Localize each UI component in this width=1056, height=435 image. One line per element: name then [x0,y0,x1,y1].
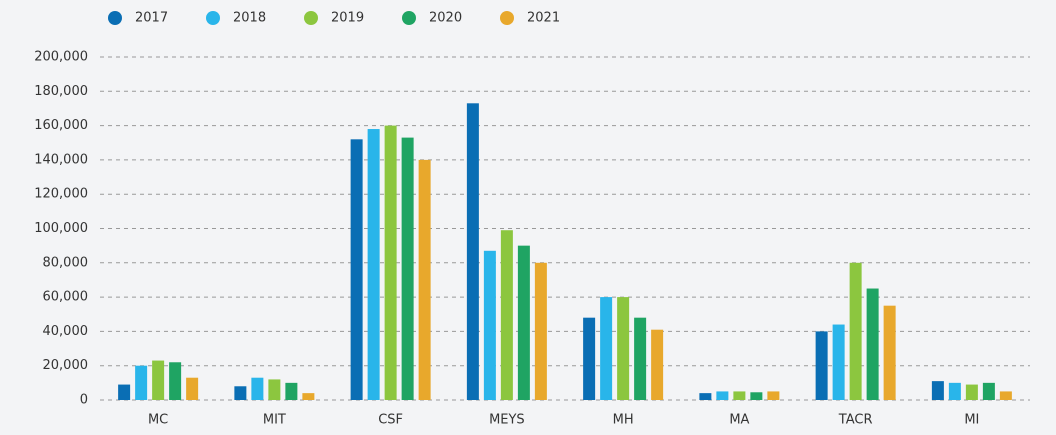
bar [815,331,828,400]
y-tick-label: 160,000 [34,118,88,133]
x-tick-label: CSF [378,413,403,428]
y-tick-label: 80,000 [43,255,89,270]
x-tick-label: MI [964,413,979,428]
y-tick-label: 20,000 [43,358,89,373]
bar [500,230,513,400]
bar [350,139,363,400]
bar [367,129,380,400]
x-tick-label: TACR [838,413,873,428]
bar [118,384,131,400]
y-tick-label: 120,000 [34,187,88,202]
bar [169,362,182,400]
bar [883,305,896,400]
bar [384,125,397,400]
bar [466,103,479,401]
bar [617,297,630,400]
bar [849,262,862,400]
y-tick-label: 140,000 [34,152,88,167]
bar [733,391,746,400]
y-tick-label: 200,000 [34,50,88,65]
bar [716,391,729,400]
bar [634,317,647,400]
legend-marker [108,11,122,25]
bar [699,393,712,400]
bar [583,317,596,400]
bar [767,391,780,400]
bar [534,262,547,400]
bar [268,379,281,400]
x-tick-label: MEYS [489,413,525,428]
bar [135,365,148,400]
x-tick-label: MH [613,413,634,428]
y-tick-label: 60,000 [43,290,89,305]
bar [948,382,961,400]
bar [999,391,1012,400]
bar [186,377,199,400]
legend-label: 2017 [135,11,168,26]
y-tick-label: 0 [80,393,88,408]
y-tick-label: 180,000 [34,84,88,99]
bar [251,377,264,400]
legend-marker [402,11,416,25]
bar [651,329,664,400]
bar [302,393,315,400]
legend-label: 2019 [331,11,364,26]
bar [982,382,995,400]
y-tick-label: 40,000 [43,324,89,339]
bar [401,137,414,401]
bar [832,324,845,400]
bar [750,392,763,400]
x-tick-label: MA [729,413,749,428]
bar [517,245,530,400]
legend-marker [500,11,514,25]
bar [234,386,247,400]
legend-marker [206,11,220,25]
bar [931,381,944,400]
x-tick-label: MIT [263,413,286,428]
bar [152,360,165,400]
bar [866,288,879,400]
legend-label: 2018 [233,11,266,26]
bar [285,382,298,400]
y-tick-label: 100,000 [34,221,88,236]
legend-label: 2020 [429,11,462,26]
bar [418,159,431,400]
bar [600,297,613,400]
legend-label: 2021 [527,11,560,26]
x-tick-label: MC [148,413,168,428]
bar [965,384,978,400]
legend-marker [304,11,318,25]
bar [483,250,496,400]
